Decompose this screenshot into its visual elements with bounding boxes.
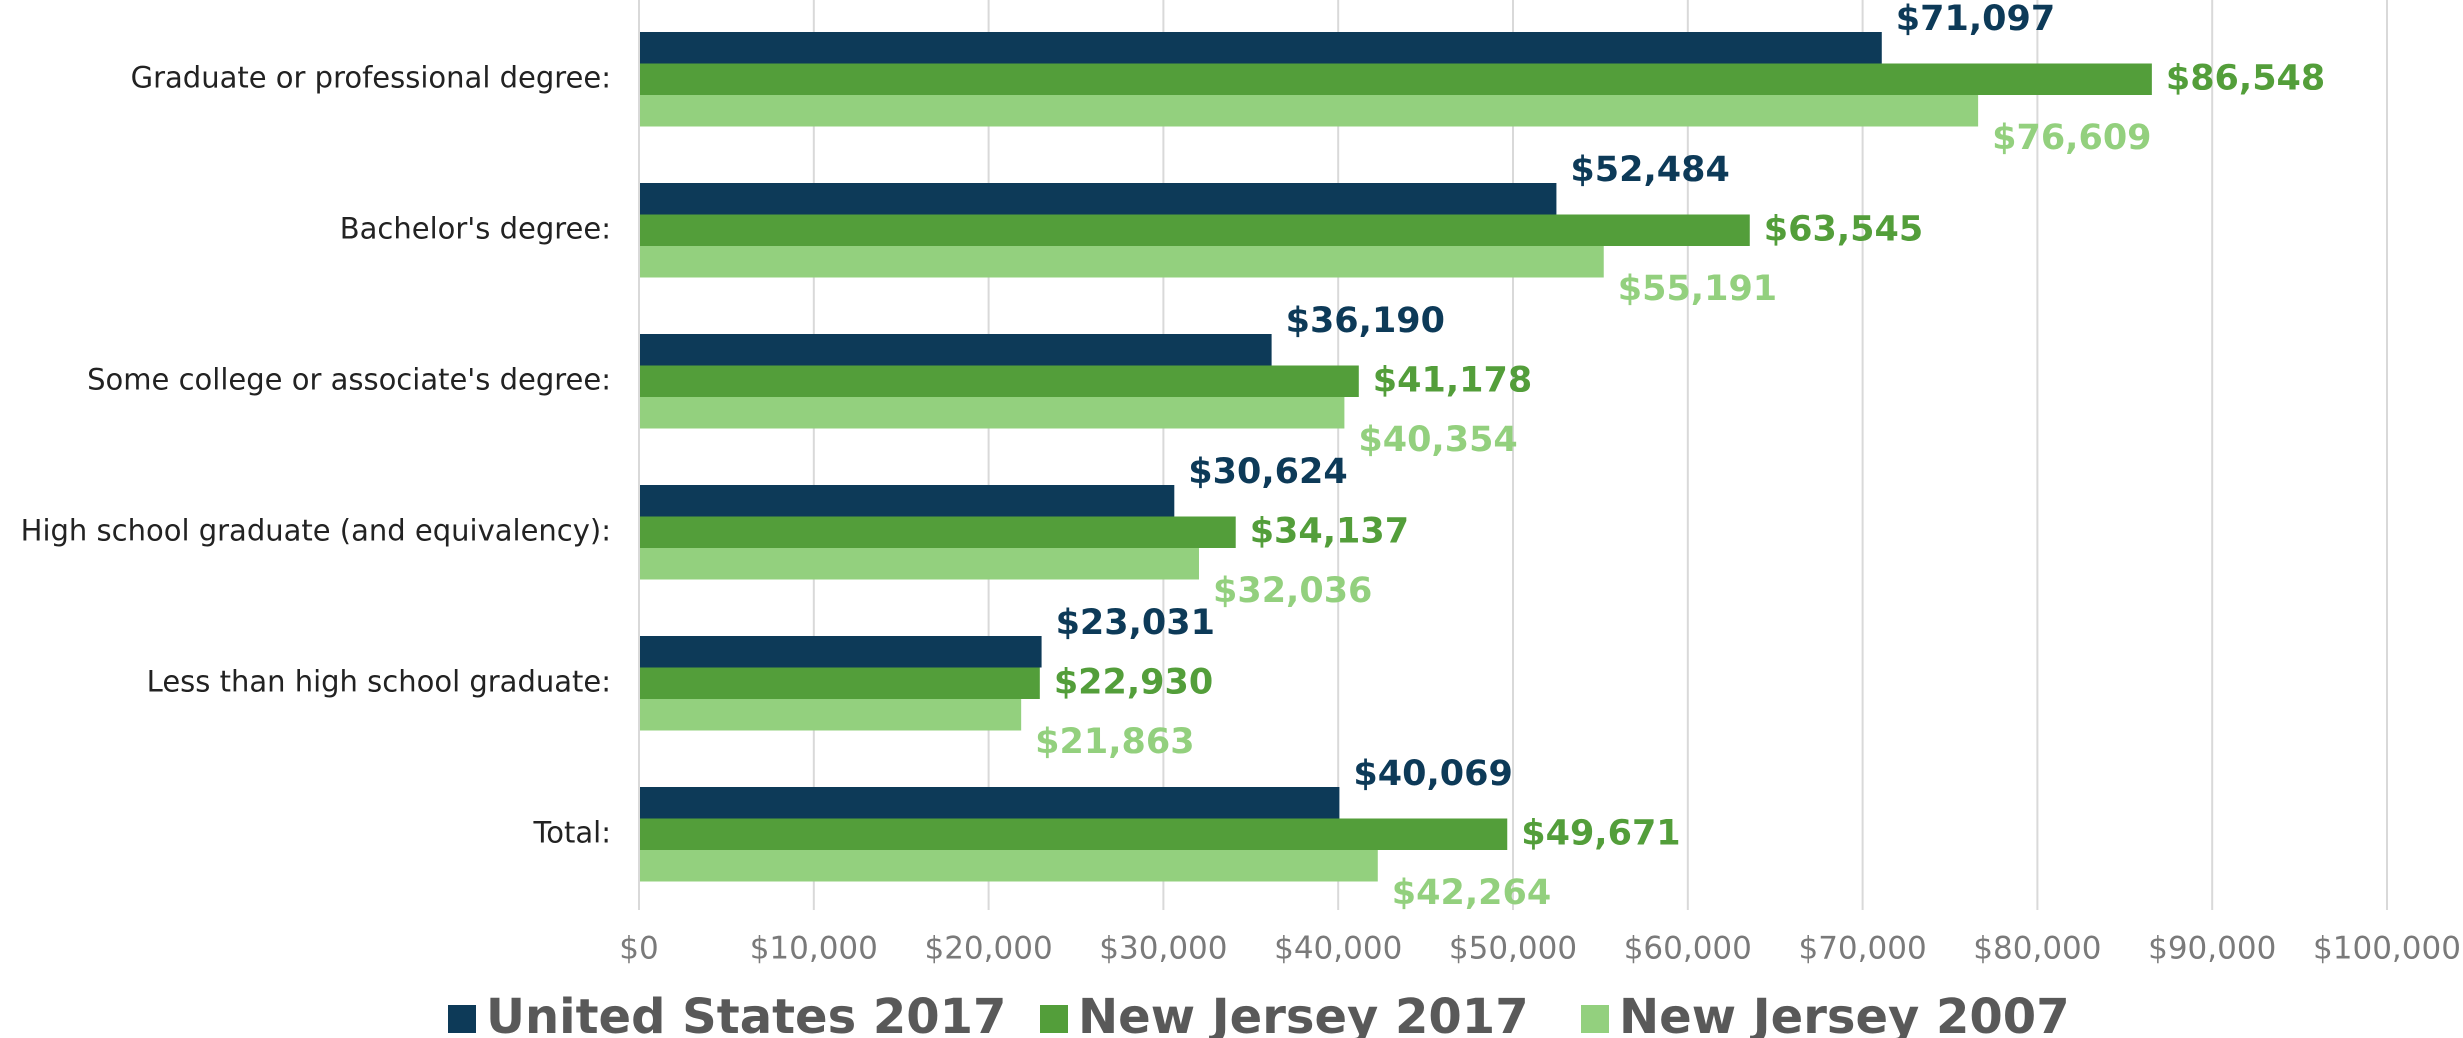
bar (639, 397, 1345, 429)
bar (639, 699, 1022, 731)
legend-swatch (1040, 1005, 1068, 1033)
bar (639, 548, 1199, 580)
category-label: High school graduate (and equivalency): (21, 513, 611, 547)
bar (639, 485, 1175, 517)
x-tick-label: $50,000 (1449, 931, 1577, 967)
bar (639, 516, 1236, 548)
data-label: $36,190 (1286, 301, 1445, 341)
bar (639, 334, 1272, 366)
data-label: $63,545 (1764, 209, 1923, 249)
data-label: $41,178 (1373, 360, 1532, 400)
data-label: $21,863 (1035, 722, 1194, 762)
data-label: $40,354 (1358, 420, 1517, 460)
data-label: $34,137 (1250, 511, 1409, 551)
data-label: $86,548 (2166, 58, 2325, 98)
legend-swatch (1581, 1005, 1609, 1033)
data-label: $71,097 (1896, 0, 2055, 39)
data-label: $76,609 (1992, 118, 2151, 158)
x-tick-label: $80,000 (1973, 931, 2101, 967)
bar (639, 246, 1604, 278)
bar (639, 850, 1378, 882)
bar (639, 365, 1359, 397)
bar (639, 667, 1040, 699)
data-label: $52,484 (1570, 150, 1729, 190)
bar (639, 818, 1508, 850)
legend-label: New Jersey 2017 (1078, 989, 1529, 1038)
category-label: Some college or associate's degree: (87, 362, 611, 396)
x-tick-label: $30,000 (1099, 931, 1227, 967)
x-tick-label: $100,000 (2313, 931, 2461, 967)
bar (639, 214, 1750, 246)
x-tick-label: $0 (619, 931, 658, 967)
x-tick-label: $20,000 (924, 931, 1052, 967)
data-label: $42,264 (1392, 873, 1551, 913)
data-label: $30,624 (1188, 452, 1347, 492)
data-label: $22,930 (1054, 662, 1213, 702)
data-label: $32,036 (1213, 571, 1372, 611)
category-label: Bachelor's degree: (340, 211, 611, 245)
bar (639, 32, 1882, 64)
bar (639, 183, 1557, 215)
bar (639, 787, 1340, 819)
category-label: Graduate or professional degree: (131, 60, 611, 94)
category-label: Total: (533, 815, 612, 849)
category-label: Less than high school graduate: (147, 664, 611, 698)
bar (639, 95, 1979, 127)
x-tick-label: $40,000 (1274, 931, 1402, 967)
legend-label: New Jersey 2007 (1619, 989, 2070, 1038)
x-tick-label: $70,000 (1798, 931, 1926, 967)
data-label: $23,031 (1056, 603, 1215, 643)
x-tick-label: $10,000 (750, 931, 878, 967)
data-label: $40,069 (1353, 754, 1512, 794)
bar (639, 63, 2152, 95)
legend-swatch (448, 1005, 476, 1033)
data-label: $49,671 (1521, 813, 1680, 853)
x-tick-label: $60,000 (1624, 931, 1752, 967)
legend-label: United States 2017 (486, 989, 1006, 1038)
x-tick-label: $90,000 (2148, 931, 2276, 967)
data-label: $55,191 (1618, 269, 1777, 309)
bar (639, 636, 1042, 668)
